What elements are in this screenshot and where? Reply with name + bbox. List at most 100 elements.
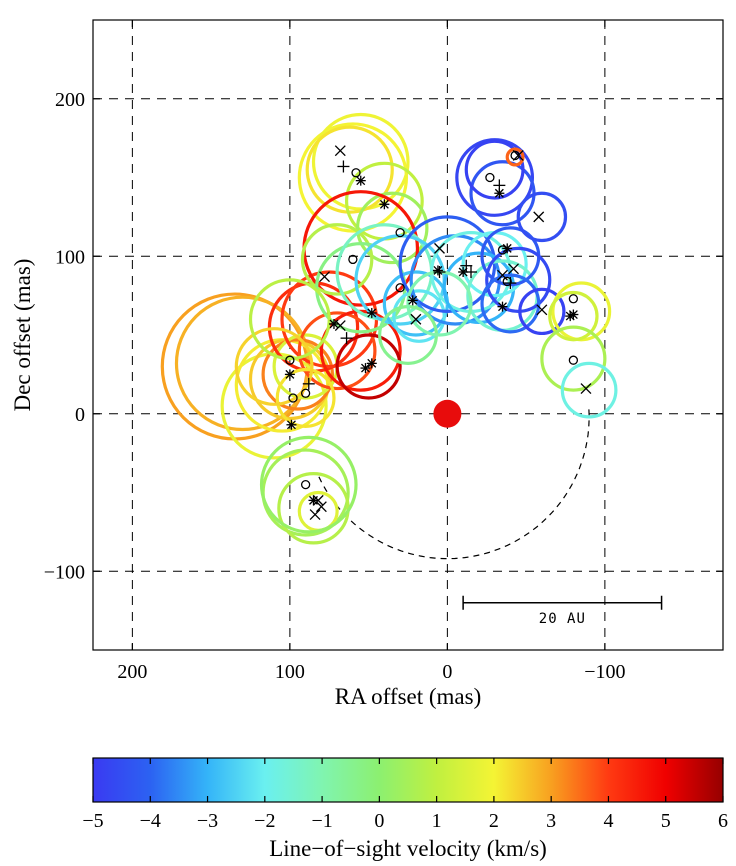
circle-marker [568,294,579,304]
marker-stroke [494,188,504,198]
plus-marker [465,266,477,278]
velocity-circle [518,287,566,336]
plus-marker [460,259,473,272]
marker-stroke [285,369,295,379]
marker-stroke [312,494,324,506]
colorbar-tick-label: 1 [432,810,442,832]
velocity-circle [248,278,331,361]
plot-content [160,112,618,560]
plus-marker [340,332,353,345]
marker-stroke [334,320,346,332]
colorbar-tick-label: 4 [603,810,613,832]
plus-marker [504,277,517,290]
circle-marker [502,276,512,287]
marker-shape [395,227,405,238]
star-marker [366,358,377,369]
star-marker [308,495,319,506]
x-tick-label: 200 [117,661,147,683]
cross-marker [536,304,548,316]
marker-shape [502,276,512,287]
marker-shape [300,388,311,398]
circle-marker [285,355,295,365]
marker-stroke [309,509,321,521]
velocity-circle [464,139,525,200]
marker-shape [288,393,298,403]
marker-shape [568,294,579,304]
circle-marker [395,227,405,238]
marker-stroke [434,242,445,254]
marker-stroke [315,501,327,513]
marker-stroke [334,145,346,157]
marker-stroke [508,263,519,275]
marker-stroke [367,308,377,318]
marker-stroke [498,302,507,312]
marker-stroke [410,313,422,325]
cross-marker [334,320,346,332]
colorbar-tick-label: −5 [82,810,103,832]
y-tick-label: 200 [55,89,85,111]
marker-shape [348,254,358,265]
marker-stroke [568,310,578,319]
marker-stroke [361,363,370,373]
axis-ticks [93,20,723,650]
colorbar-tick-label: 0 [374,810,384,832]
velocity-circle [300,223,374,296]
y-tick-label: 0 [75,404,85,426]
cross-marker [312,494,324,506]
colorbar-tick-label: 5 [661,810,671,832]
velocity-circle [311,112,410,211]
plot-frame [92,19,724,651]
marker-shape [300,479,311,490]
star-marker [432,265,443,276]
star-marker [407,295,418,306]
marker-stroke [512,149,524,161]
colorbar-tick-label: 2 [489,810,499,832]
marker-stroke [502,243,512,253]
colorbar-tick-label: −3 [197,810,218,832]
main-plot-area: 20 AU 200 100 0 −100 200 100 0 −100 RA offset … [10,19,724,709]
marker-shape [285,355,295,365]
velocity-circle [234,327,314,406]
y-axis-title: Dec offset (mas) [10,259,35,412]
circle-marker [568,355,579,365]
reference-ring [318,404,590,560]
colorbar-tick-label: −1 [311,810,332,832]
x-axis-title: RA offset (mas) [335,684,482,709]
cross-marker [334,145,346,157]
plus-marker [302,377,315,390]
star-marker [379,199,390,210]
colorbar-tick-labels: −5 −4 −3 −2 −1 0 1 2 3 4 5 6 [82,810,728,832]
central-star [433,399,462,428]
colorbar-ticks [92,758,724,802]
cross-marker [508,263,519,275]
colorbar-tick-label: 6 [718,810,728,832]
scale-bar: 20 AU [462,595,663,627]
marker-shape [351,168,361,178]
circle-marker [351,168,361,178]
maser-spot-circles [160,112,618,545]
velocity-circle [398,215,497,313]
marker-stroke [533,211,545,223]
velocity-circle [356,191,429,265]
velocity-circle [261,338,335,411]
velocity-circle [275,368,336,428]
star-marker [494,188,505,199]
colorbar-tick-label: −4 [140,810,161,832]
marker-stroke [379,199,389,209]
star-marker [284,369,295,380]
plus-marker [433,266,446,278]
velocity-circle [548,290,599,342]
marker-stroke [356,176,366,186]
cross-marker [512,149,524,161]
velocity-circle [297,311,377,391]
velocity-circle [516,191,568,243]
circle-marker [348,254,358,265]
circle-marker [288,393,298,403]
circle-marker [300,479,311,490]
marker-stroke [319,271,330,283]
cross-marker [434,242,445,254]
star-marker [568,309,579,320]
x-tick-labels: 200 100 0 −100 [117,661,625,683]
scale-bar-label: 20 AU [539,611,586,627]
star-marker [355,175,366,186]
